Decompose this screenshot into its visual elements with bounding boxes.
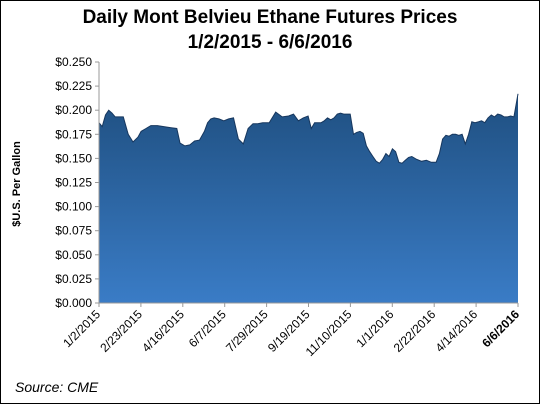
y-tick-label: $0.000 <box>55 296 92 310</box>
area-series-line <box>98 93 519 164</box>
x-tick-label: 2/22/2016 <box>391 307 439 355</box>
area-series <box>99 93 518 303</box>
x-tick-label: 2/23/2015 <box>97 307 145 355</box>
chart-subtitle: 1/2/2015 - 6/6/2016 <box>187 32 353 53</box>
chart-title: Daily Mont Belvieu Ethane Futures Prices <box>82 7 458 28</box>
x-tick-label: 6/6/2016 <box>479 307 522 350</box>
x-tick-label: 6/7/2015 <box>186 307 229 350</box>
x-tick-label: 1/1/2016 <box>353 307 396 350</box>
y-tick-label: $0.175 <box>55 127 92 141</box>
x-tick-label: 4/14/2016 <box>433 307 481 355</box>
y-tick-label: $0.150 <box>55 151 92 165</box>
y-tick-label: $0.225 <box>55 79 92 93</box>
y-tick-label: $0.050 <box>55 248 92 262</box>
y-tick-label: $0.100 <box>55 200 92 214</box>
y-tick-label: $0.200 <box>55 103 92 117</box>
y-tick-label: $0.125 <box>55 176 92 190</box>
y-tick-label: $0.250 <box>55 55 92 69</box>
x-tick-label: 11/10/2015 <box>303 307 355 359</box>
y-tick-label: $0.075 <box>55 224 92 238</box>
x-tick-label: 1/2/2015 <box>60 307 103 350</box>
x-tick-label: 7/29/2015 <box>223 307 271 355</box>
y-tick-label: $0.025 <box>55 272 92 286</box>
source-note: Source: CME <box>15 379 99 395</box>
x-tick-label: 4/16/2015 <box>139 307 187 355</box>
